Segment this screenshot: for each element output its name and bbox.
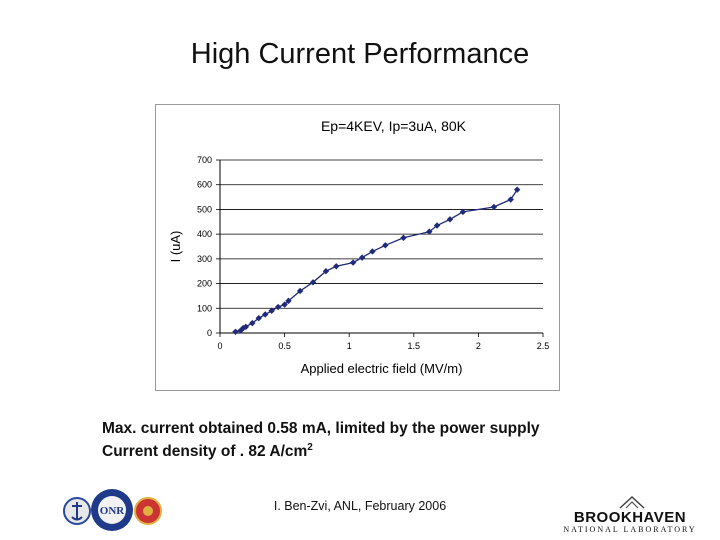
data-point (349, 259, 357, 266)
data-point (426, 228, 433, 235)
x-tick-label: 2 (476, 341, 481, 351)
data-point (459, 208, 467, 216)
x-tick-label: 1 (347, 341, 352, 351)
data-point (249, 319, 256, 327)
y-axis-label: I (uA) (168, 231, 183, 263)
data-point (490, 203, 498, 211)
chart-plot: Ep=4KEV, Ip=3uA, 80K I (uA) Applied elec… (168, 118, 550, 376)
x-tick-label: 1.5 (408, 341, 421, 351)
data-point (322, 268, 330, 275)
chart-frame: Ep=4KEV, Ip=3uA, 80K I (uA) Applied elec… (155, 104, 560, 391)
data-point (242, 323, 250, 331)
series-line (235, 189, 518, 333)
data-point (296, 287, 304, 295)
caption-current-density-text: Current density of . 82 A/cm (102, 443, 308, 461)
chart-title: Ep=4KEV, Ip=3uA, 80K (321, 118, 467, 134)
data-point (309, 279, 317, 286)
onr-logo-text: ONR (100, 505, 126, 517)
data-point (513, 186, 521, 193)
x-tick-label: 0 (217, 341, 222, 351)
data-point (507, 196, 514, 203)
data-point (268, 307, 275, 314)
data-point (382, 242, 389, 249)
data-point (400, 234, 407, 242)
data-point (237, 327, 244, 334)
y-tick-label: 100 (197, 303, 212, 313)
footer-citation: I. Ben-Zvi, ANL, February 2006 (273, 499, 447, 513)
brookhaven-logo-main: BROOKHAVEN (573, 509, 687, 526)
y-tick-label: 300 (197, 254, 212, 264)
caption-current-density: Current density of . 82 A/cm2 (102, 442, 313, 461)
caption-current-density-exponent: 2 (307, 442, 313, 453)
brookhaven-logo: BROOKHAVEN NATIONAL LABORATORY (560, 495, 700, 534)
data-point (446, 216, 454, 223)
brookhaven-logo-sub: NATIONAL LABORATORY (563, 525, 697, 534)
data-point (358, 254, 366, 261)
data-point (281, 301, 288, 308)
y-tick-label: 200 (197, 279, 212, 289)
y-tick-label: 700 (197, 155, 212, 165)
y-tick-label: 0 (207, 328, 212, 338)
y-tick-label: 600 (197, 180, 212, 190)
data-point (255, 314, 262, 322)
data-point (285, 297, 292, 305)
data-point (274, 303, 282, 311)
data-point (333, 263, 340, 270)
onr-logo: ONR (62, 487, 162, 538)
data-point (262, 311, 269, 318)
data-point (433, 222, 441, 229)
x-tick-label: 2.5 (537, 341, 550, 351)
x-tick-label: 0.5 (278, 341, 291, 351)
slide-title: High Current Performance (190, 38, 530, 70)
data-point (369, 248, 376, 255)
caption-max-current: Max. current obtained 0.58 mA, limited b… (102, 420, 540, 437)
y-tick-label: 500 (197, 204, 212, 214)
y-tick-label: 400 (197, 229, 212, 239)
data-point (232, 328, 239, 335)
x-axis-label: Applied electric field (MV/m) (301, 361, 463, 376)
